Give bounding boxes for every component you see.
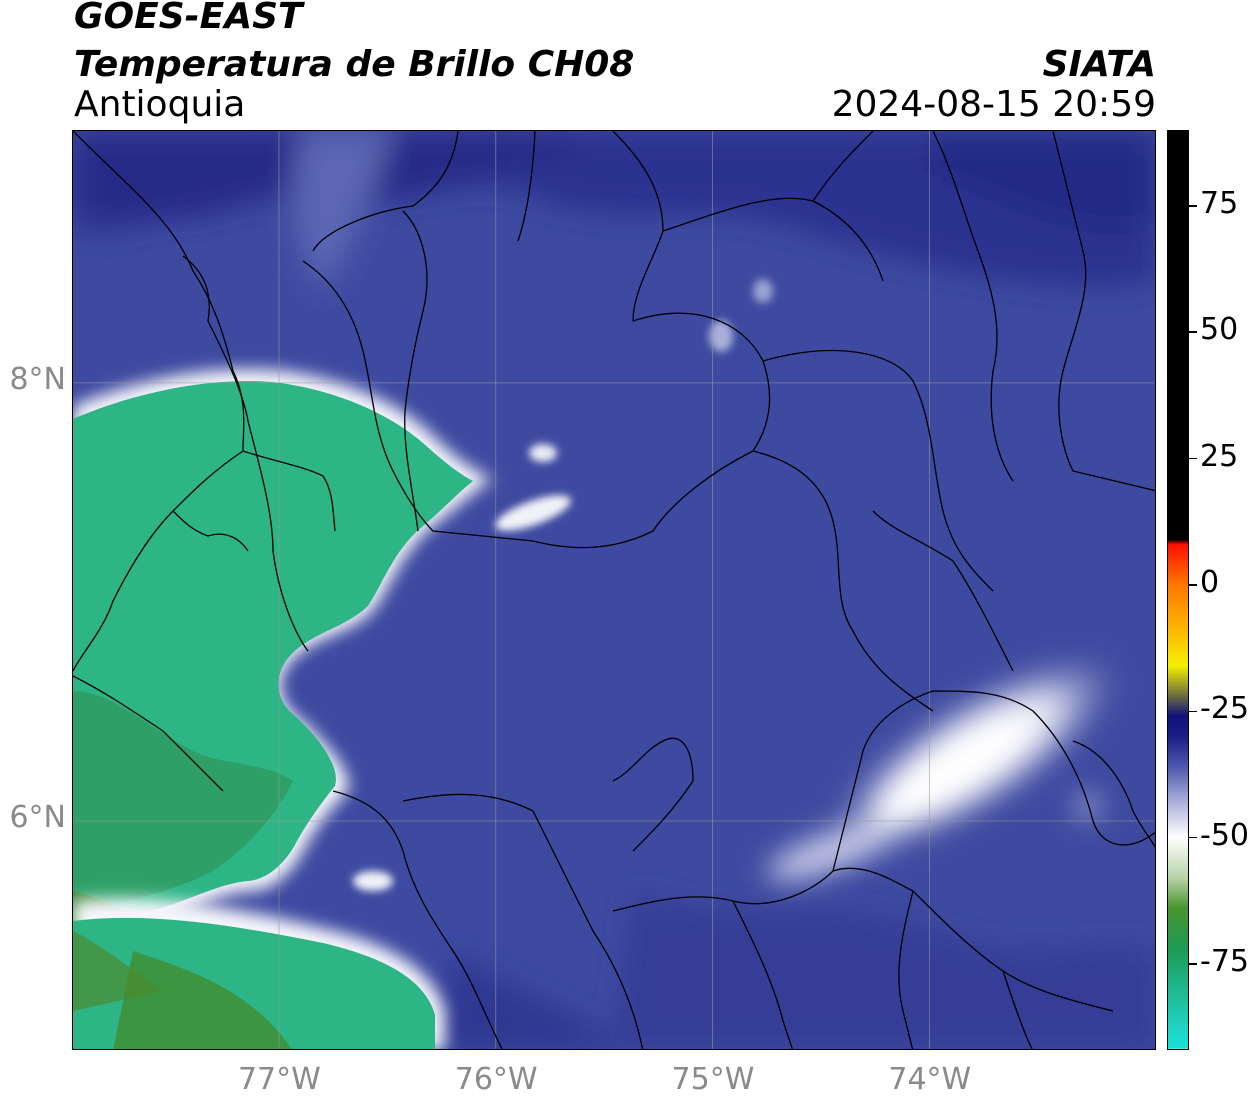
lon-tick-label: 76°W bbox=[454, 1062, 538, 1097]
lon-tick-label: 74°W bbox=[888, 1062, 972, 1097]
colorbar-tick-label: -25 bbox=[1200, 691, 1249, 727]
lon-tick-label: 77°W bbox=[237, 1062, 321, 1097]
colorbar-tick-label: 25 bbox=[1200, 438, 1239, 474]
colorbar-tick-mark bbox=[1189, 457, 1197, 460]
colorbar-tick-mark bbox=[1189, 836, 1197, 839]
datetime-label: 2024-08-15 20:59 bbox=[831, 84, 1156, 125]
colorbar-tick-mark bbox=[1189, 584, 1197, 586]
product-title: Temperatura de Brillo CH08 bbox=[74, 44, 635, 85]
upper-cold-area bbox=[73, 131, 1155, 291]
colorbar-tick-mark bbox=[1189, 963, 1197, 965]
colorbar-tick-label: 0 bbox=[1200, 564, 1220, 600]
colorbar-tick-mark bbox=[1189, 331, 1197, 333]
warm-green-region bbox=[73, 369, 493, 1049]
lat-tick-label: 8°N bbox=[9, 361, 66, 397]
lon-tick-label: 75°W bbox=[671, 1062, 755, 1097]
colorbar-tick-label: 75 bbox=[1200, 185, 1239, 221]
map-panel[interactable] bbox=[72, 130, 1156, 1050]
agency-label: SIATA bbox=[1042, 44, 1156, 85]
lat-tick-label: 6°N bbox=[9, 800, 66, 835]
colorbar-tick-label: 50 bbox=[1200, 312, 1239, 348]
south-cold-area bbox=[433, 891, 1155, 1049]
satellite-title: GOES-EAST bbox=[74, 0, 303, 37]
gridlines bbox=[73, 131, 1155, 1049]
colorbar-tick-label: -75 bbox=[1200, 944, 1249, 980]
map-canvas bbox=[73, 131, 1155, 1049]
colorbar-tick-mark bbox=[1189, 205, 1197, 207]
boundary-lines bbox=[73, 131, 1155, 1049]
colorbar-tick-label: -50 bbox=[1200, 817, 1249, 853]
region-label: Antioquia bbox=[74, 84, 246, 125]
colorbar bbox=[1167, 130, 1189, 1050]
colorbar-tick-mark bbox=[1189, 710, 1197, 713]
cloud-band bbox=[766, 654, 1121, 881]
small-clouds bbox=[353, 279, 773, 891]
